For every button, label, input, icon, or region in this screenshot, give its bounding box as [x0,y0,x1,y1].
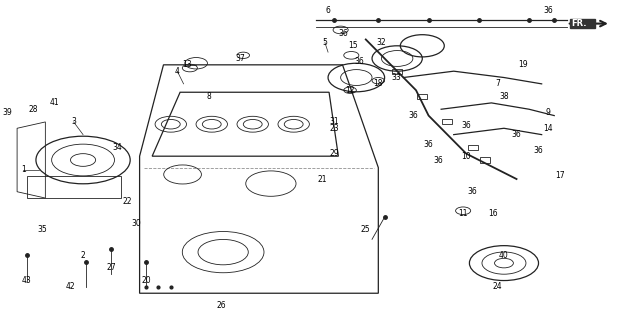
Text: 13: 13 [182,60,192,69]
Text: 28: 28 [28,105,38,114]
Text: 11: 11 [458,209,468,219]
Text: 14: 14 [543,124,553,133]
Text: 22: 22 [122,197,132,206]
Text: 36: 36 [534,146,543,155]
Text: 34: 34 [113,143,122,152]
Text: 31: 31 [329,117,339,126]
Text: 35: 35 [37,225,47,234]
Text: 12: 12 [345,86,355,95]
Text: 32: 32 [377,38,386,47]
Text: 41: 41 [50,99,59,108]
Text: 9: 9 [546,108,550,117]
Text: 3: 3 [71,117,76,126]
Text: 25: 25 [361,225,370,234]
Bar [417,94,427,99]
Text: 23: 23 [329,124,339,133]
Text: 40: 40 [499,251,509,260]
Text: 19: 19 [518,60,528,69]
Text: 18: 18 [374,79,383,88]
Text: 26: 26 [216,301,226,310]
Text: 15: 15 [348,41,358,50]
Text: 2: 2 [81,251,85,260]
Bar [480,157,490,163]
Text: 6: 6 [326,6,331,15]
Text: 8: 8 [206,92,211,101]
Text: 4: 4 [175,67,180,76]
Text: 36: 36 [461,121,471,130]
Bar [392,69,402,74]
Text: 17: 17 [556,172,565,180]
Text: 24: 24 [493,282,502,292]
Text: 5: 5 [322,38,327,47]
Text: 36: 36 [408,111,418,120]
Text: 36: 36 [355,57,364,66]
Text: 27: 27 [107,263,116,272]
Text: 21: 21 [317,174,326,184]
Text: FR.: FR. [572,19,587,28]
Text: 36: 36 [423,140,433,148]
Text: 36: 36 [468,187,478,196]
Text: 29: 29 [329,149,339,158]
Text: 20: 20 [141,276,151,285]
Bar [468,145,478,150]
Polygon shape [570,19,595,28]
Text: 36: 36 [433,156,443,164]
Text: 42: 42 [66,282,75,292]
Text: 38: 38 [499,92,509,101]
Text: 1: 1 [21,165,26,174]
Text: 7: 7 [495,79,500,88]
Text: 10: 10 [461,152,471,161]
Text: 16: 16 [488,209,497,219]
Text: 33: 33 [391,73,401,82]
Text: 39: 39 [3,108,13,117]
Text: 43: 43 [21,276,32,285]
Text: 36: 36 [543,6,553,15]
Text: 30: 30 [132,219,141,228]
Bar [442,119,452,124]
Text: 37: 37 [235,54,245,63]
Text: 36: 36 [512,130,521,139]
Text: 36: 36 [339,28,349,38]
